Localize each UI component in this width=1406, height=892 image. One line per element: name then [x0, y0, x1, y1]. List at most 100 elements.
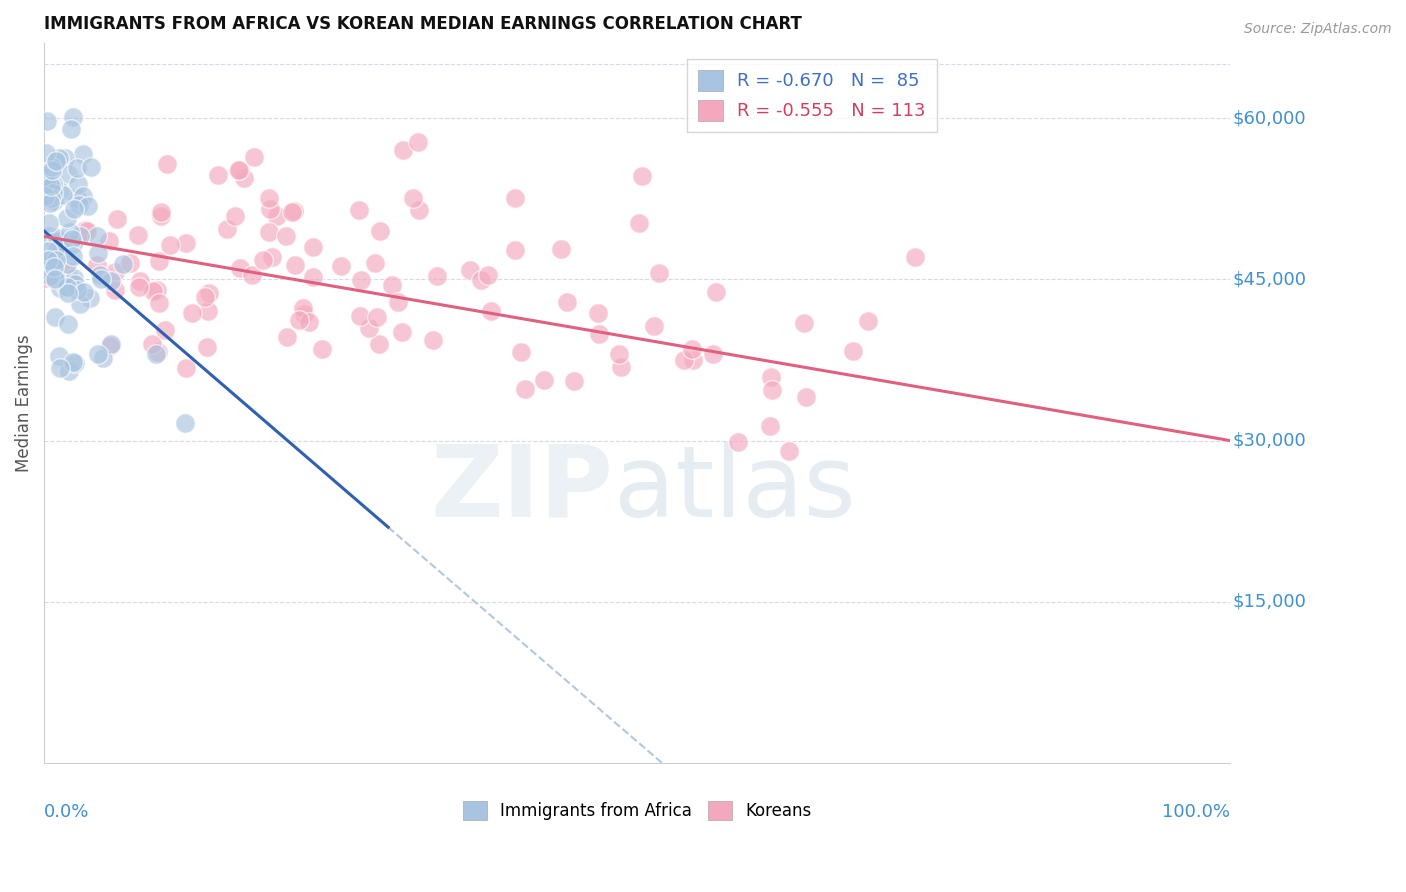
Point [76, 224, 98, 238]
Point [38, 177, 60, 191]
Point [350, 273, 373, 287]
Point [510, 345, 533, 359]
Point [174, 236, 197, 251]
Point [426, 269, 449, 284]
Point [406, 136, 429, 150]
Point [505, 243, 527, 257]
Point [240, 268, 263, 283]
Point [381, 277, 404, 292]
Point [80, 160, 103, 174]
Y-axis label: Median Earnings: Median Earnings [15, 334, 32, 472]
Point [58, 286, 80, 301]
Point [759, 370, 782, 384]
Point [62, 236, 84, 251]
Point [470, 273, 492, 287]
Point [673, 353, 696, 368]
Point [292, 301, 315, 315]
Point [62, 202, 84, 216]
Point [391, 143, 413, 157]
Point [242, 150, 264, 164]
Point [39, 196, 62, 211]
Point [44, 272, 66, 286]
Point [49, 361, 72, 376]
Point [55, 257, 77, 271]
Point [60, 122, 83, 136]
Point [778, 444, 800, 458]
Point [44, 310, 66, 324]
Point [48, 349, 70, 363]
Point [77, 199, 100, 213]
Point [37, 113, 59, 128]
Point [266, 209, 288, 223]
Point [259, 225, 281, 239]
Point [100, 336, 122, 351]
Point [148, 296, 170, 310]
Point [276, 330, 298, 344]
Point [856, 314, 879, 328]
Point [35, 145, 58, 160]
Point [228, 163, 250, 178]
Point [631, 169, 654, 184]
Point [48, 151, 70, 165]
Point [37, 244, 59, 258]
Point [34, 188, 56, 202]
Point [515, 382, 537, 396]
Point [65, 277, 87, 291]
Point [46, 248, 69, 262]
Point [67, 197, 90, 211]
Point [45, 271, 67, 285]
Point [148, 253, 170, 268]
Point [53, 151, 76, 165]
Point [628, 216, 651, 230]
Point [197, 285, 219, 300]
Point [727, 435, 749, 450]
Point [38, 229, 60, 244]
Point [66, 284, 89, 298]
Point [292, 307, 315, 321]
Point [41, 160, 63, 174]
Point [761, 384, 783, 398]
Point [477, 268, 499, 283]
Point [49, 184, 72, 198]
Point [174, 417, 197, 431]
Point [274, 228, 297, 243]
Point [349, 309, 371, 323]
Point [86, 246, 108, 260]
Point [69, 228, 91, 243]
Point [368, 336, 391, 351]
Text: $45,000: $45,000 [1233, 270, 1306, 288]
Point [233, 170, 256, 185]
Point [58, 363, 80, 377]
Point [262, 250, 284, 264]
Point [150, 209, 173, 223]
Point [330, 259, 353, 273]
Point [35, 270, 58, 285]
Point [550, 242, 572, 256]
Point [55, 265, 77, 279]
Point [49, 281, 72, 295]
Point [42, 177, 65, 191]
Point [194, 290, 217, 304]
Point [148, 344, 170, 359]
Text: $60,000: $60,000 [1233, 109, 1306, 128]
Point [402, 191, 425, 205]
Point [283, 203, 305, 218]
Point [252, 252, 274, 267]
Point [62, 355, 84, 369]
Point [56, 317, 79, 331]
Point [128, 280, 150, 294]
Point [904, 250, 927, 264]
Point [155, 157, 177, 171]
Point [562, 374, 585, 388]
Point [607, 346, 630, 360]
Point [66, 178, 89, 192]
Point [793, 316, 815, 330]
Point [97, 235, 120, 249]
Point [197, 304, 219, 318]
Point [86, 229, 108, 244]
Point [73, 285, 96, 299]
Point [759, 419, 782, 434]
Point [298, 315, 321, 329]
Point [610, 359, 633, 374]
Text: Source: ZipAtlas.com: Source: ZipAtlas.com [1244, 22, 1392, 37]
